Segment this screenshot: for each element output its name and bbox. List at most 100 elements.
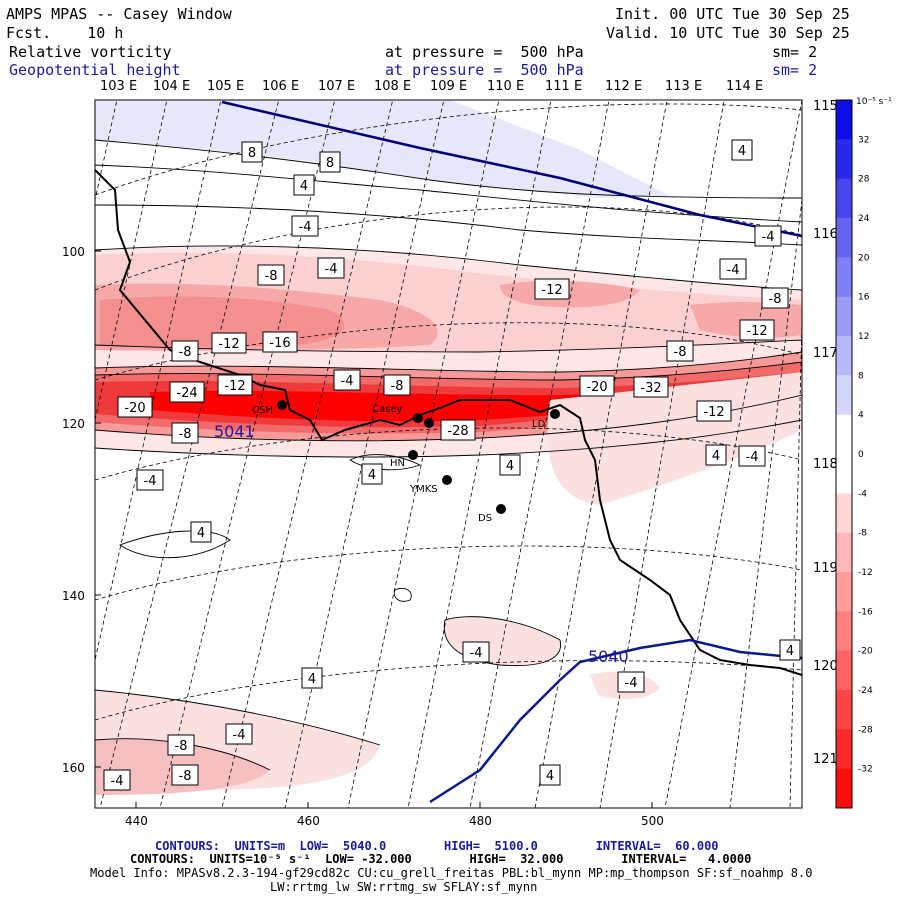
station-label: LD	[532, 419, 546, 430]
contour-label-box: -12	[534, 278, 570, 300]
contour-label-box: -12	[211, 332, 247, 354]
contour-label-text: -8	[265, 269, 278, 284]
colorbar-label: 0	[858, 450, 864, 460]
colorbar-swatch	[836, 375, 852, 416]
height-label: 5040	[588, 647, 629, 666]
colorbar-swatch	[836, 178, 852, 219]
colorbar-label: 4	[858, 411, 864, 421]
contour-label-text: -12	[541, 283, 562, 298]
station-marker	[496, 504, 506, 514]
field1-name: Relative vorticity	[9, 43, 172, 61]
contour-label-text: -4	[625, 676, 638, 691]
station-marker	[442, 475, 452, 485]
contour-label-text: -4	[470, 646, 483, 661]
colorbar-label: -24	[858, 686, 873, 696]
colorbar-label: 24	[858, 214, 870, 224]
contour-label-box: -8	[171, 340, 199, 362]
contour-label-box: 4	[293, 174, 315, 196]
model-info: Model Info: MPASv8.2.3-194-gf29cd82c CU:…	[90, 866, 813, 880]
contour-label-text: 4	[546, 769, 554, 784]
contour-label-box: -8	[167, 734, 195, 756]
contour-label-text: -8	[175, 739, 188, 754]
contour-label-box: -20	[579, 375, 615, 397]
contour-label-text: 4	[197, 526, 205, 541]
contour-label-box: -8	[761, 287, 789, 309]
contour-label-box: -4	[617, 671, 645, 693]
colorbar-swatch	[836, 296, 852, 337]
colorbar-swatch	[836, 690, 852, 730]
contour-label-text: -4	[762, 230, 775, 245]
contour-label-text: 4	[300, 179, 308, 194]
contour-label-text: -20	[586, 380, 607, 395]
contour-label-box: -4	[136, 469, 164, 491]
station-label: DS	[478, 513, 492, 524]
contour-label-text: -16	[269, 336, 290, 351]
x-tick-label: 440	[125, 814, 148, 828]
colorbar-swatch	[836, 336, 852, 376]
contour-label-box: -16	[262, 331, 298, 353]
contour-label-text: 4	[506, 459, 514, 474]
contour-label-box: -4	[333, 369, 361, 391]
map-title: AMPS MPAS -- Casey Window	[6, 5, 232, 23]
y-tick-label: 160	[62, 761, 85, 775]
contour-label-box: -4	[225, 723, 253, 745]
station-label: Casey	[372, 404, 402, 415]
contour-label-box: 4	[539, 764, 561, 786]
x-tick-label: 500	[641, 814, 664, 828]
y-tick-label: 140	[62, 589, 85, 603]
lon-label: 104 E	[153, 79, 190, 94]
colorbar-swatch	[836, 139, 852, 180]
contour-label-text: 8	[326, 156, 334, 171]
field2-smoothing: sm= 2	[772, 61, 818, 79]
contour-label-text: -4	[144, 474, 157, 489]
lon-label: 109 E	[430, 79, 467, 94]
contour-label-box: -4	[754, 225, 782, 247]
valid-value: 10 UTC Tue 30 Sep 25	[669, 24, 850, 42]
contour-label-box: 8	[241, 141, 263, 163]
colorbar-swatch	[836, 218, 852, 258]
contour-label-box: -4	[291, 215, 319, 237]
contour-label-text: -32	[640, 381, 661, 396]
colorbar-label: -20	[858, 647, 873, 657]
contour-label-text: 8	[248, 146, 256, 161]
contour-label-box: -8	[257, 264, 285, 286]
lon-label: 107 E	[318, 79, 355, 94]
lon-label: 110 E	[487, 79, 524, 94]
contour-label-text: -8	[674, 345, 687, 360]
colorbar-label: -28	[858, 725, 873, 735]
field1-smoothing: sm= 2	[772, 43, 818, 61]
contour-label-box: 4	[190, 521, 212, 543]
forecast-label: Fcst. 10 h	[6, 25, 123, 41]
contour-label-text: -28	[447, 424, 468, 439]
contour-label-box: -4	[103, 769, 131, 791]
colorbar-label: -12	[858, 568, 873, 578]
lon-label: 113 E	[665, 79, 702, 94]
colorbar-swatch	[836, 650, 852, 691]
contour-label-text: -4	[233, 728, 246, 743]
lon-label: 105 E	[207, 79, 244, 94]
contour-label-box: -4	[738, 445, 766, 467]
colorbar-swatch	[836, 257, 852, 298]
field2-name: Geopotential height	[9, 61, 181, 79]
contour-label-text: -20	[124, 401, 145, 416]
lon-label: 103 E	[100, 79, 137, 94]
x-tick-label: 460	[297, 814, 320, 828]
contour-label-box: -20	[117, 396, 153, 418]
colorbar-frame	[835, 99, 853, 809]
contour-label-text: 4	[738, 144, 746, 159]
colorbar-label: 16	[858, 293, 870, 303]
x-axis: 440 460 480 500	[125, 802, 664, 828]
contour-label-text: -8	[391, 379, 404, 394]
contour-label-box: -8	[171, 422, 199, 444]
contour-label-box: -8	[171, 764, 199, 786]
contour-label-text: -12	[224, 379, 245, 394]
height-contour-info: CONTOURS: UNITS=m LOW= 5040.0 HIGH= 5100…	[155, 839, 719, 853]
contour-label-box: -4	[317, 257, 345, 279]
colorbar-label: 8	[858, 371, 864, 381]
init-value: 00 UTC Tue 30 Sep 25	[669, 5, 850, 23]
contour-label-text: -4	[299, 220, 312, 235]
contour-label-text: 4	[786, 644, 794, 659]
colorbar-swatch	[836, 729, 852, 770]
positive-vorticity-shade	[95, 100, 670, 198]
field1-level: at pressure = 500 hPa	[385, 43, 584, 61]
